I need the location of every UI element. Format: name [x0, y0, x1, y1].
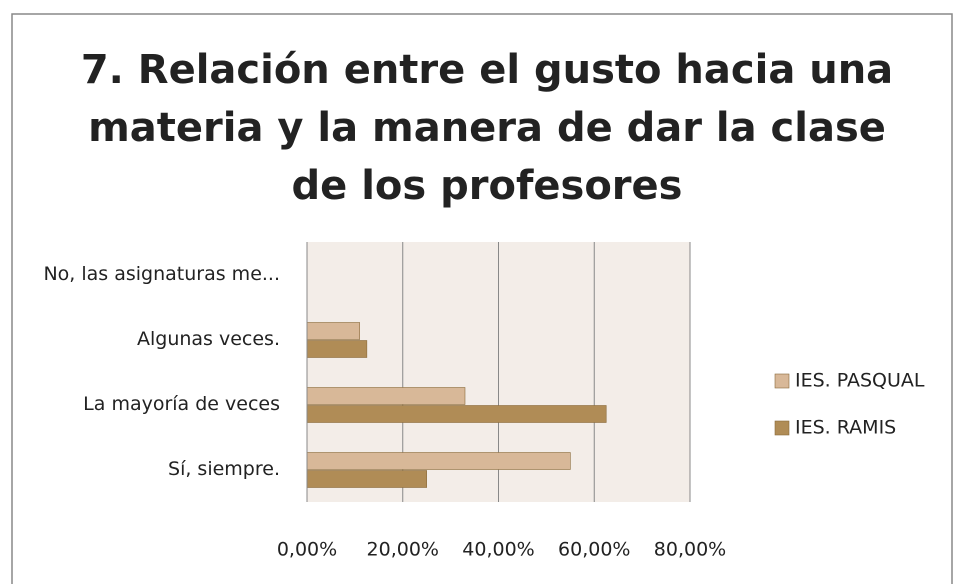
chart-title: de los profesores: [292, 163, 683, 209]
bar: [306, 470, 427, 488]
bar: [306, 322, 360, 340]
legend-swatch: [774, 373, 790, 389]
chart-title: 7. Relación entre el gusto hacia una: [81, 47, 893, 93]
bar: [306, 452, 571, 470]
bar: [306, 405, 607, 423]
x-tick-label: 20,00%: [367, 539, 439, 561]
y-tick-label: Algunas veces.: [137, 328, 280, 350]
legend-swatch: [774, 420, 790, 436]
chart-title: materia y la manera de dar la clase: [88, 105, 886, 151]
y-tick-label: No, las asignaturas me...: [43, 263, 280, 285]
x-tick-label: 40,00%: [462, 539, 534, 561]
y-tick-label: Sí, siempre.: [168, 458, 280, 480]
bar: [306, 340, 368, 358]
bar: [306, 387, 466, 405]
legend-label: IES. PASQUAL: [795, 370, 925, 392]
legend-label: IES. RAMIS: [795, 417, 896, 439]
x-tick-label: 0,00%: [277, 539, 337, 561]
x-tick-label: 60,00%: [558, 539, 630, 561]
x-tick-label: 80,00%: [654, 539, 726, 561]
y-tick-label: La mayoría de veces: [83, 393, 280, 415]
